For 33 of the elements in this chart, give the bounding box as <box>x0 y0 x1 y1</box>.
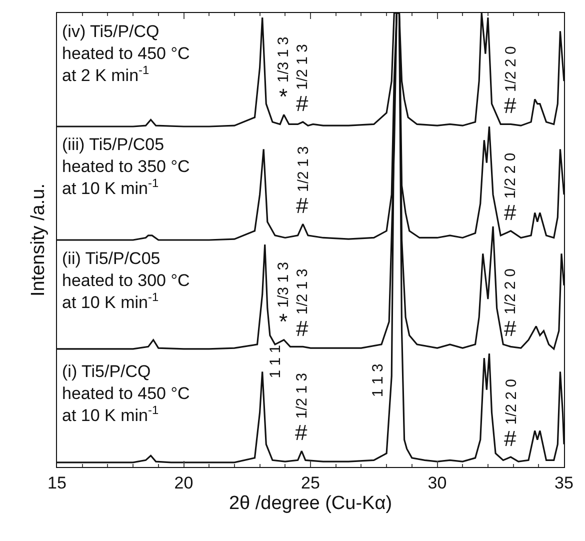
annotation: # <box>296 193 309 218</box>
annotation: 1/2 1 3 <box>294 268 312 315</box>
annotation: 1 1 3 <box>369 364 386 398</box>
annotation: # <box>504 93 517 118</box>
annotation: (iv) Ti5/P/CQ heated to 450 °C at 2 K min$^{-1}$ <box>62 22 190 86</box>
x-axis-title: 2θ /degree (Cu-Kα) <box>228 493 392 514</box>
annotation: * <box>279 84 288 109</box>
annotation: 1/2 1 3 <box>294 146 312 192</box>
y-axis-title: Intensity /a.u. <box>28 183 49 297</box>
annotation: # <box>295 420 308 445</box>
x-tick-label: 25 <box>301 473 320 492</box>
annotation: (ii) Ti5/P/C05 heated to 300 °C at 10 K min$^{-1}$ <box>62 249 190 312</box>
annotation: 1/2 2 0 <box>502 378 520 425</box>
annotation: (i) Ti5/P/CQ heated to 450 °C at 10 K min$^{-1}$ <box>62 362 190 426</box>
annotation: 1 1 1 <box>266 344 284 378</box>
x-tick-label: 15 <box>48 473 66 492</box>
annotation: 1/2 1 3 <box>294 372 311 419</box>
annotation: # <box>504 426 517 451</box>
x-tick-label: 30 <box>428 473 447 492</box>
annotation: (iii) Ti5/P/C05 heated to 350 °C at 10 K min$^{-1}$ <box>62 135 190 198</box>
annotation: # <box>296 316 309 341</box>
annotation: 1/2 1 3 <box>294 44 311 90</box>
annotation: # <box>504 200 517 225</box>
annotation: 1/3 1 3 <box>275 262 292 308</box>
annotation: 1/2 2 0 <box>502 268 520 314</box>
x-tick-label: 20 <box>174 473 194 492</box>
annotation: 1/2 2 0 <box>502 46 520 92</box>
annotation: 1/3 1 3 <box>275 36 292 83</box>
annotation: * <box>279 309 288 334</box>
x-tick-label: 35 <box>554 473 574 492</box>
annotation: # <box>296 91 309 116</box>
annotation: # <box>504 316 517 341</box>
annotation: 1/2 2 0 <box>502 152 519 199</box>
